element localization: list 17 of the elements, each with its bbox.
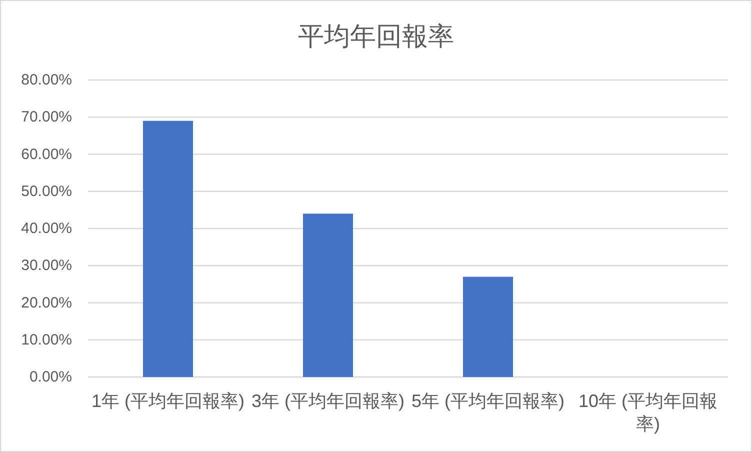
y-tick-label: 30.00%	[21, 257, 72, 274]
y-tick-label: 10.00%	[21, 331, 72, 348]
bar	[463, 276, 513, 377]
y-tick-label: 80.00%	[21, 72, 72, 88]
x-tick-label: 1年 (平均年回報率)	[92, 391, 244, 411]
y-tick-label: 70.00%	[21, 108, 72, 126]
bar	[303, 214, 353, 377]
y-tick-label: 0.00%	[29, 368, 72, 386]
chart-title: 平均年回報率	[298, 21, 454, 51]
y-tick-label: 50.00%	[21, 182, 72, 200]
bar	[143, 120, 193, 377]
y-tick-label: 20.00%	[21, 294, 72, 312]
x-tick-label: 5年 (平均年回報率)	[412, 391, 564, 411]
y-tick-label: 40.00%	[21, 220, 72, 237]
y-tick-label: 60.00%	[21, 146, 72, 163]
x-tick-label: 3年 (平均年回報率)	[252, 391, 404, 411]
x-tick-label: 10年 (平均年回報率)	[578, 391, 718, 434]
